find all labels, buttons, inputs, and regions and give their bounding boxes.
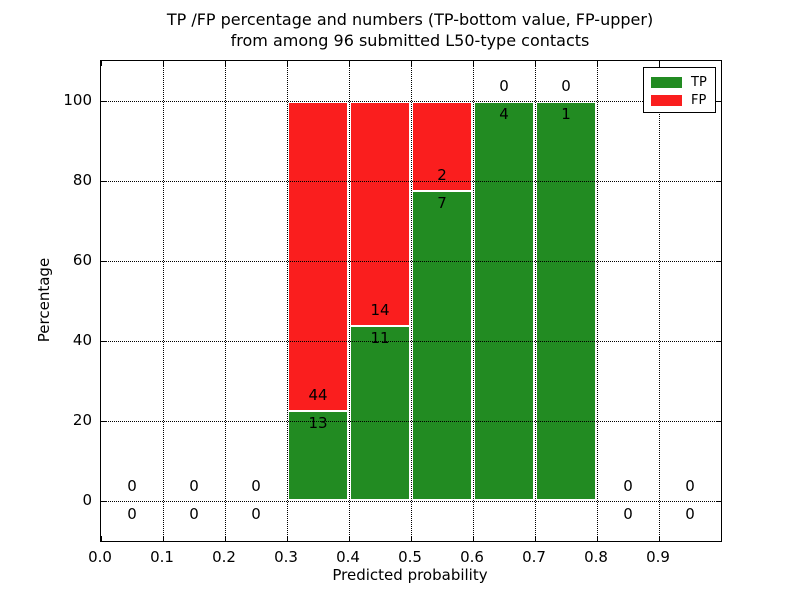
plot-area: 0 0 0 0 0 0 44 13 14 11 2 7 0 4 0 1 0 0 0 0 bbox=[100, 60, 722, 542]
bar-segment-tp bbox=[287, 409, 349, 501]
legend-entry-fp: FP bbox=[651, 92, 708, 108]
grid-line-x bbox=[597, 61, 598, 541]
y-tick-label: 40 bbox=[72, 331, 92, 349]
y-tick-mark-right bbox=[716, 501, 721, 502]
x-tick-mark bbox=[535, 536, 536, 541]
tp-color-swatch bbox=[651, 76, 682, 88]
chart-title-line-1: TP /FP percentage and numbers (TP-bottom… bbox=[166, 10, 654, 29]
bar-segment-tp bbox=[535, 101, 597, 501]
fp-count-label: 0 bbox=[623, 477, 633, 495]
tp-count-label: 0 bbox=[685, 505, 695, 523]
chart-title-line-2: from among 96 submitted L50-type contact… bbox=[230, 31, 590, 50]
x-tick-mark bbox=[411, 536, 412, 541]
y-tick-mark-right bbox=[716, 261, 721, 262]
bar-segment-tp bbox=[473, 101, 535, 501]
x-tick-mark-top bbox=[287, 61, 288, 66]
x-tick-label: 0.8 bbox=[584, 548, 608, 566]
fp-color-swatch bbox=[651, 94, 682, 106]
grid-line-x bbox=[287, 61, 288, 541]
y-tick-label: 0 bbox=[82, 491, 92, 509]
bar-segment-tp bbox=[411, 189, 473, 501]
grid-line-x bbox=[535, 61, 536, 541]
x-tick-mark-top bbox=[225, 61, 226, 66]
x-tick-label: 0.2 bbox=[212, 548, 236, 566]
y-tick-label: 20 bbox=[72, 411, 92, 429]
y-tick-mark bbox=[101, 261, 106, 262]
tp-count-label: 0 bbox=[623, 505, 633, 523]
x-tick-label: 0.1 bbox=[150, 548, 174, 566]
legend-label-tp: TP bbox=[691, 74, 707, 90]
y-tick-mark-right bbox=[716, 421, 721, 422]
y-tick-label: 80 bbox=[72, 171, 92, 189]
x-tick-mark bbox=[163, 536, 164, 541]
x-tick-mark-top bbox=[535, 61, 536, 66]
tp-count-label: 0 bbox=[189, 505, 199, 523]
grid-line-x bbox=[349, 61, 350, 541]
x-tick-mark-top bbox=[349, 61, 350, 66]
x-tick-mark-top bbox=[101, 61, 102, 66]
y-tick-label: 60 bbox=[72, 251, 92, 269]
x-tick-mark bbox=[597, 536, 598, 541]
x-tick-mark bbox=[659, 536, 660, 541]
tp-count-label: 7 bbox=[437, 193, 447, 212]
bar-segment-fp bbox=[287, 101, 349, 410]
x-tick-label: 0.4 bbox=[336, 548, 360, 566]
grid-line-x bbox=[225, 61, 226, 541]
x-tick-mark bbox=[287, 536, 288, 541]
grid-line-x bbox=[411, 61, 412, 541]
grid-line-x bbox=[659, 61, 660, 541]
x-tick-label: 0.9 bbox=[646, 548, 670, 566]
fp-count-label: 14 bbox=[370, 301, 390, 319]
legend-entry-tp: TP bbox=[651, 74, 708, 90]
bar-segment-fp bbox=[411, 101, 473, 190]
y-tick-mark-right bbox=[716, 101, 721, 102]
fp-count-label: 0 bbox=[561, 77, 571, 95]
y-tick-mark bbox=[101, 101, 106, 102]
x-tick-mark bbox=[101, 536, 102, 541]
x-tick-mark-top bbox=[597, 61, 598, 66]
x-tick-label: 0.7 bbox=[522, 548, 546, 566]
fp-count-label: 0 bbox=[251, 477, 261, 495]
x-tick-label: 0.3 bbox=[274, 548, 298, 566]
fp-count-label: 0 bbox=[685, 477, 695, 495]
bar-segment-tp bbox=[349, 325, 411, 501]
tp-count-label: 4 bbox=[499, 105, 509, 123]
x-tick-mark-top bbox=[659, 61, 660, 66]
legend-label-fp: FP bbox=[691, 92, 707, 108]
x-axis-label: Predicted probability bbox=[332, 566, 488, 584]
y-tick-mark bbox=[101, 341, 106, 342]
x-tick-label: 0.5 bbox=[398, 548, 422, 566]
y-tick-mark bbox=[101, 181, 106, 182]
y-tick-mark bbox=[101, 421, 106, 422]
x-tick-mark bbox=[473, 536, 474, 541]
grid-line-x bbox=[473, 61, 474, 541]
tp-count-label: 0 bbox=[251, 505, 261, 523]
fp-count-label: 0 bbox=[499, 77, 509, 95]
y-tick-mark-right bbox=[716, 181, 721, 182]
x-tick-mark bbox=[349, 536, 350, 541]
x-tick-mark bbox=[225, 536, 226, 541]
tp-count-label: 11 bbox=[370, 329, 390, 347]
y-tick-mark-right bbox=[716, 341, 721, 342]
x-tick-mark-top bbox=[411, 61, 412, 66]
tp-count-label: 1 bbox=[561, 105, 571, 123]
fp-count-label: 2 bbox=[437, 165, 447, 184]
x-tick-label: 0.6 bbox=[460, 548, 484, 566]
x-tick-mark-top bbox=[473, 61, 474, 66]
fp-count-label: 44 bbox=[308, 385, 328, 404]
tp-count-label: 13 bbox=[308, 413, 328, 432]
fp-count-label: 0 bbox=[127, 477, 137, 495]
x-tick-label: 0.0 bbox=[88, 548, 112, 566]
grid-line-x bbox=[163, 61, 164, 541]
x-tick-mark-top bbox=[163, 61, 164, 66]
legend: TP FP bbox=[643, 67, 716, 113]
y-axis-label: Percentage bbox=[35, 257, 53, 343]
y-tick-mark bbox=[101, 501, 106, 502]
fp-count-label: 0 bbox=[189, 477, 199, 495]
bar-segment-fp bbox=[349, 101, 411, 325]
y-tick-label: 100 bbox=[63, 91, 92, 109]
tp-count-label: 0 bbox=[127, 505, 137, 523]
